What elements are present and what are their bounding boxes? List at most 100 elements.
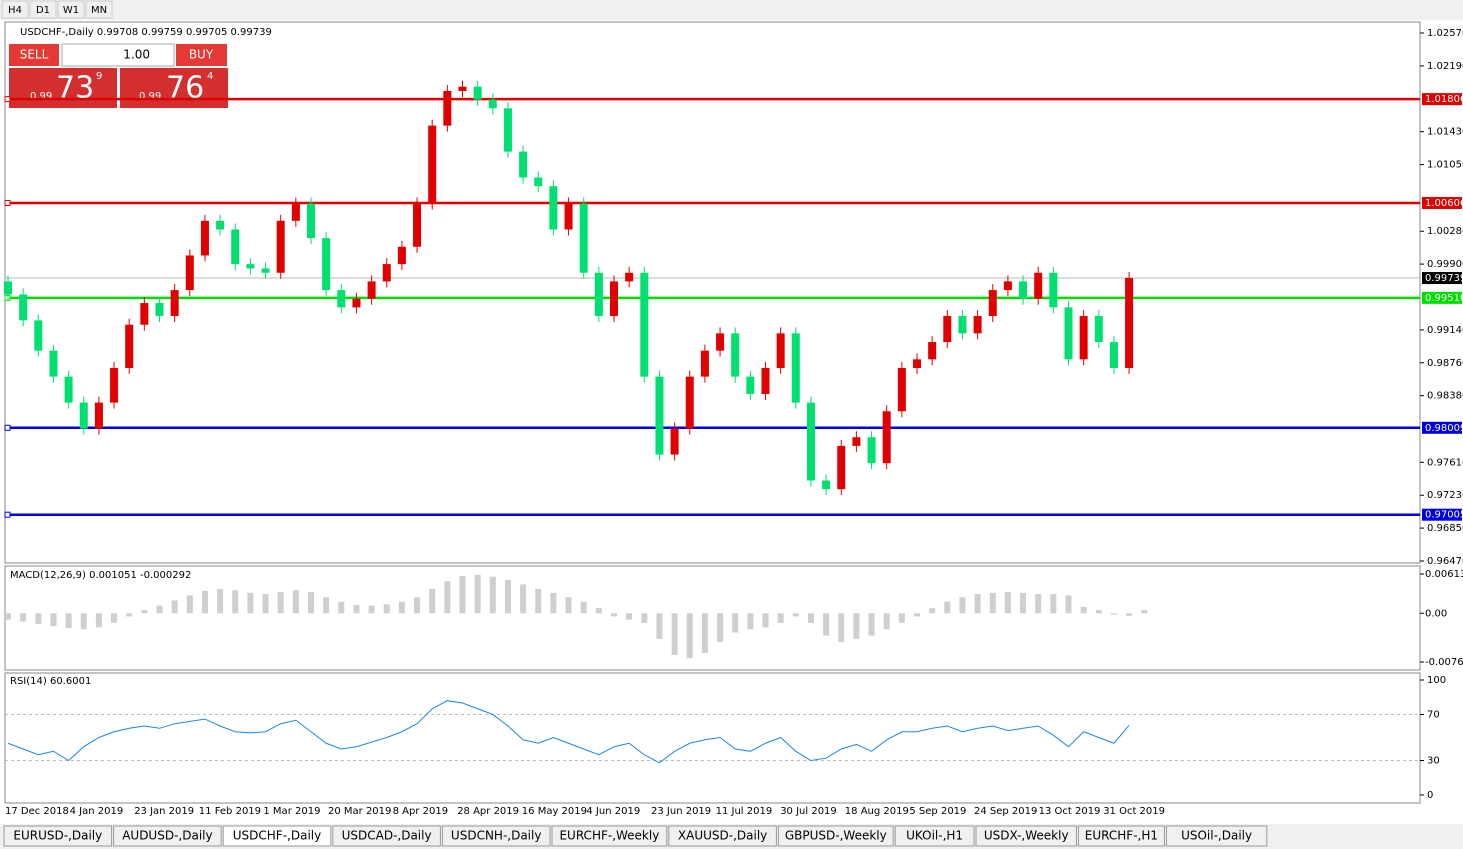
macd-bar — [762, 613, 769, 628]
toolbar — [0, 0, 1463, 20]
date-label: 30 Jul 2019 — [780, 806, 837, 817]
candle-body — [1109, 342, 1118, 368]
candle-body — [276, 220, 285, 273]
candle-body — [1034, 272, 1043, 299]
tab[interactable] — [777, 825, 894, 847]
macd-bar — [883, 613, 890, 630]
candle-body — [806, 402, 815, 481]
tab[interactable] — [332, 825, 441, 847]
macd-bar — [308, 592, 314, 614]
candle-body — [322, 238, 331, 291]
timeframe-button[interactable] — [29, 0, 57, 19]
timeframe-button[interactable] — [57, 0, 85, 19]
macd-bar — [701, 613, 708, 653]
timeframe-button[interactable] — [85, 0, 113, 19]
rsi-pane — [4, 672, 1421, 804]
level-label-box — [1422, 196, 1462, 209]
tab-label: AUDUSD-,Daily — [122, 829, 212, 843]
macd-tick-label: 0.00613 — [1425, 569, 1463, 580]
current-price-box — [1422, 272, 1462, 285]
tab[interactable] — [3, 825, 113, 847]
macd-bar — [217, 588, 224, 614]
candle-body — [822, 480, 831, 490]
sell-prefix: 0.99 — [30, 91, 52, 102]
sell-price-box[interactable] — [9, 68, 117, 108]
macd-bar — [141, 610, 148, 614]
candle-body — [534, 177, 543, 187]
tab-label: USDX-,Weekly — [984, 829, 1069, 843]
tab[interactable] — [113, 825, 222, 847]
macd-bar — [398, 601, 405, 614]
candle-body — [882, 411, 891, 464]
timeframe-button[interactable] — [1, 0, 29, 19]
candle-body — [352, 298, 361, 308]
macd-bar — [186, 595, 193, 614]
date-label: 23 Jan 2019 — [134, 806, 194, 817]
tab[interactable] — [894, 825, 975, 847]
tab-label: USOil-,Daily — [1181, 829, 1252, 843]
macd-bar — [565, 597, 572, 614]
candle-body — [746, 376, 755, 394]
level-label: 1.01806 — [1425, 94, 1463, 105]
candle-body — [897, 367, 906, 412]
buy-label: BUY — [189, 48, 214, 62]
macd-bar — [1141, 610, 1148, 614]
macd-bar — [611, 613, 617, 617]
candle-body — [19, 294, 28, 321]
date-label: 5 Sep 2019 — [909, 806, 966, 817]
candle-body — [79, 402, 88, 429]
macd-bar — [383, 604, 390, 614]
candle-body — [1079, 316, 1088, 360]
sell-button[interactable] — [9, 44, 59, 66]
date-label: 17 Dec 2018 — [5, 806, 69, 817]
level-label-box — [1422, 508, 1462, 521]
buy-button[interactable] — [176, 44, 227, 66]
candle-body — [867, 437, 876, 464]
macd-bar — [368, 605, 375, 614]
level-label: 0.98009 — [1425, 423, 1463, 434]
tab[interactable] — [551, 825, 668, 847]
level-handle — [4, 96, 11, 103]
candle-body — [519, 151, 528, 178]
candle-body — [776, 333, 785, 368]
lot-input[interactable] — [61, 43, 175, 67]
date-label: 13 Oct 2019 — [1039, 806, 1101, 817]
candle-body — [594, 272, 603, 317]
date-label: 28 Apr 2019 — [457, 806, 519, 817]
macd-bar — [717, 613, 724, 643]
price-tick-label: 1.01050 — [1427, 160, 1463, 171]
tab[interactable] — [222, 825, 332, 847]
tab[interactable] — [668, 825, 777, 847]
macd-bar — [232, 590, 239, 614]
candle-body — [49, 350, 58, 377]
macd-bar — [459, 576, 466, 614]
candle-body — [488, 99, 497, 109]
tab[interactable] — [975, 825, 1077, 847]
candle-body — [231, 229, 240, 265]
tab[interactable] — [1165, 825, 1268, 847]
candle-body — [428, 125, 437, 204]
macd-label: MACD(12,26,9) 0.001051 -0.000292 — [10, 570, 191, 581]
candle-body — [1094, 316, 1103, 343]
macd-bar — [277, 592, 284, 614]
candle-body — [655, 376, 664, 455]
sell-label: SELL — [20, 48, 49, 62]
tab[interactable] — [1077, 825, 1165, 847]
candle-body — [170, 290, 179, 317]
date-label: 4 Jun 2019 — [586, 806, 640, 817]
tab[interactable] — [441, 825, 551, 847]
macd-bar — [732, 613, 739, 633]
macd-bar — [1080, 606, 1087, 614]
tab-label: EURCHF-,Weekly — [559, 829, 659, 843]
date-label: 18 Aug 2019 — [845, 806, 909, 817]
macd-bar — [429, 588, 436, 614]
macd-bar — [838, 613, 845, 643]
buy-price-box[interactable] — [120, 68, 228, 108]
macd-bar — [1020, 592, 1027, 614]
macd-bar — [126, 613, 133, 617]
macd-bar — [262, 594, 269, 614]
